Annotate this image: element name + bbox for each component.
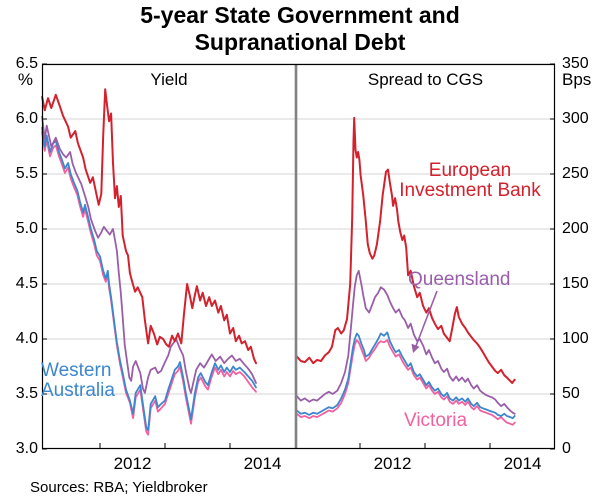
panel-header-spread: Spread to CGS bbox=[367, 70, 484, 89]
chart-title-line1: 5-year State Government and bbox=[140, 2, 460, 28]
y-axis-unit-left: % bbox=[17, 70, 33, 89]
x-axis-year-label: 2012 bbox=[373, 454, 412, 473]
series-label-wa-line2: Australia bbox=[41, 380, 115, 401]
panel-divider bbox=[294, 64, 298, 449]
y-axis-tick-label-right: 150 bbox=[562, 275, 589, 292]
y-axis-tick-label-left: 3.0 bbox=[15, 440, 38, 457]
y-axis-tick-label-left: 4.0 bbox=[15, 330, 38, 347]
queensland-arrow bbox=[415, 290, 438, 347]
series-line-wa bbox=[295, 331, 516, 420]
series-line-qld bbox=[41, 115, 257, 394]
y-axis-tick-label-right: 350 bbox=[562, 55, 589, 72]
x-axis-year-label: 2014 bbox=[503, 454, 542, 473]
y-axis-tick-label-right: 200 bbox=[562, 220, 589, 237]
x-axis-year-label: 2012 bbox=[113, 454, 152, 473]
series-label-queensland: Queensland bbox=[408, 269, 511, 290]
y-axis-tick-label-left: 6.5 bbox=[15, 55, 38, 72]
series-line-wa bbox=[41, 126, 257, 432]
series-label-western-australia: Western Australia bbox=[41, 361, 115, 401]
y-axis-tick-label-right: 50 bbox=[562, 385, 580, 402]
source-note: Sources: RBA; Yieldbroker bbox=[30, 479, 208, 496]
y-axis-tick-label-left: 5.5 bbox=[15, 165, 38, 182]
series-line-vic bbox=[295, 339, 516, 426]
plot-border bbox=[41, 63, 556, 450]
series-line-qld bbox=[295, 269, 516, 415]
series-label-wa-line1: Western bbox=[41, 360, 112, 381]
y-axis-tick-label-right: 300 bbox=[562, 110, 589, 127]
y-axis-tick-label-left: 4.5 bbox=[15, 275, 38, 292]
y-axis-tick-label-left: 5.0 bbox=[15, 220, 38, 237]
y-axis-tick-label-right: 100 bbox=[562, 330, 589, 347]
series-label-eib-line1: European bbox=[428, 160, 512, 181]
y-axis-unit-right: Bps bbox=[562, 70, 592, 89]
panel-header-yield: Yield bbox=[150, 70, 188, 89]
series-line-eib bbox=[295, 116, 516, 384]
y-axis-tick-label-right: 0 bbox=[562, 440, 571, 457]
chart-title: 5-year State Government and Supranationa… bbox=[0, 2, 600, 56]
y-axis-tick-label-left: 3.5 bbox=[15, 385, 38, 402]
x-axis-year-label: 2014 bbox=[243, 454, 282, 473]
series-label-victoria: Victoria bbox=[404, 410, 468, 431]
chart-title-line2: Supranational Debt bbox=[194, 29, 406, 55]
series-line-eib bbox=[41, 88, 257, 365]
y-axis-tick-label-left: 6.0 bbox=[15, 110, 38, 127]
series-label-eib-line2: Investment Bank bbox=[399, 180, 541, 201]
queensland-arrowhead bbox=[411, 343, 420, 353]
series-label-european-investment-bank: European Investment Bank bbox=[390, 161, 550, 201]
y-axis-tick-label-right: 250 bbox=[562, 165, 589, 182]
